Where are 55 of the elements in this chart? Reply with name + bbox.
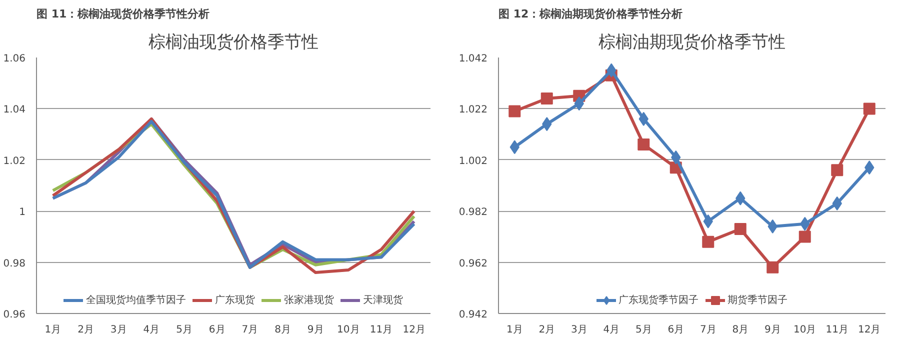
- x-tick-label: 10月: [337, 324, 360, 336]
- chart-subtitle: 棕榈油现货价格季节性: [148, 32, 318, 52]
- x-tick-label: 9月: [764, 324, 781, 336]
- y-tick-label: 1.022: [458, 104, 488, 116]
- point: [638, 138, 650, 151]
- x-tick-label: 1月: [506, 324, 523, 336]
- point: [540, 92, 553, 104]
- x-tick-label: 11月: [370, 324, 393, 336]
- chart-title: 图 12：棕榈油期现货价格季节性分析: [498, 8, 683, 20]
- x-tick-label: 11月: [826, 324, 848, 336]
- legend-label: 全国现货均值季节因子: [86, 294, 186, 307]
- x-tick-label: 1月: [44, 324, 62, 336]
- y-tick-label: 0.982: [458, 207, 488, 218]
- point: [508, 105, 521, 118]
- legend-label: 天津现货: [363, 294, 403, 307]
- y-tick-label: 0.962: [458, 258, 488, 270]
- x-tick-label: 4月: [143, 324, 160, 336]
- y-tick-label: 1.042: [458, 54, 488, 64]
- legend-label: 广东现货季节因子: [618, 294, 698, 307]
- x-tick-label: 4月: [603, 324, 620, 336]
- y-tick-label: 1.02: [3, 156, 26, 167]
- y-tick-label: 0.96: [3, 310, 26, 320]
- x-tick-label: 12月: [858, 324, 881, 336]
- x-tick-label: 5月: [635, 324, 652, 336]
- point: [863, 102, 876, 115]
- x-tick-label: 6月: [208, 324, 226, 336]
- point: [734, 223, 746, 236]
- chart-title: 图 11：棕榈油现货价格季节性分析: [36, 8, 210, 20]
- y-tick-label: 1.06: [3, 54, 26, 64]
- y-tick-label: 1.04: [3, 104, 26, 116]
- y-tick-label: 1: [19, 207, 26, 218]
- legend-label: 期货季节因子: [728, 294, 788, 307]
- point: [831, 164, 844, 176]
- x-tick-label: 3月: [110, 324, 127, 336]
- x-tick-label: 7月: [700, 324, 716, 336]
- y-tick-label: 0.942: [458, 310, 488, 320]
- x-tick-label: 2月: [78, 324, 94, 336]
- y-tick-label: 0.98: [3, 258, 26, 270]
- x-tick-label: 9月: [307, 324, 324, 336]
- legend-label: 张家港现货: [284, 294, 334, 307]
- x-tick-label: 6月: [668, 324, 684, 336]
- x-tick-label: 12月: [402, 324, 426, 336]
- point: [766, 261, 779, 274]
- x-tick-label: 10月: [794, 324, 816, 336]
- point: [798, 230, 811, 243]
- x-tick-label: 7月: [242, 324, 258, 336]
- legend-label: 广东现货: [215, 294, 255, 307]
- x-tick-label: 8月: [274, 324, 291, 336]
- x-tick-label: 3月: [570, 324, 588, 336]
- x-tick-label: 2月: [538, 324, 556, 336]
- y-tick-label: 1.002: [458, 156, 488, 167]
- point: [702, 236, 714, 248]
- x-tick-label: 5月: [176, 324, 192, 336]
- x-tick-label: 8月: [732, 324, 749, 336]
- chart-subtitle: 棕榈油期现货价格季节性: [598, 32, 786, 52]
